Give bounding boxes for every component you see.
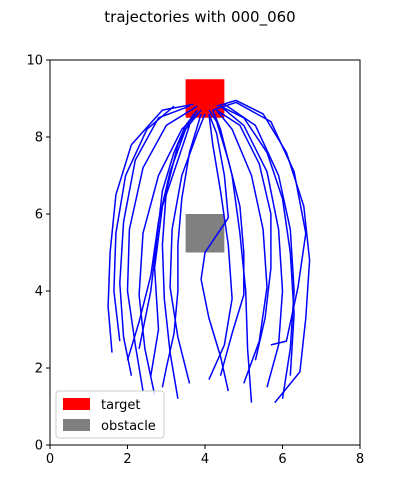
x-tick-label: 6: [278, 452, 286, 467]
trajectory-line-17: [216, 99, 311, 404]
y-tick-label: 2: [35, 362, 43, 377]
trajectory-line-18: [220, 105, 295, 376]
trajectory-line-4: [126, 105, 198, 392]
trajectory-line-22: [216, 109, 272, 361]
trajectory-line-16: [212, 101, 307, 346]
trajectory-line-7: [150, 125, 191, 376]
y-tick-label: 6: [35, 208, 43, 223]
chart-title: trajectories with 000_060: [104, 8, 295, 27]
trajectory-line-12: [212, 109, 253, 403]
legend-target-label: target: [101, 398, 141, 413]
trajectory-line-19: [161, 113, 202, 388]
x-tick-label: 4: [201, 452, 209, 467]
legend-obstacle-label: obstacle: [101, 419, 156, 434]
trajectory-line-2: [107, 103, 194, 353]
y-tick-label: 10: [26, 54, 43, 69]
trajectory-line-10: [208, 113, 233, 380]
legend-obstacle-swatch: [63, 419, 90, 431]
trajectory-line-14: [220, 105, 284, 388]
trajectory-line-20: [208, 109, 245, 376]
x-tick-label: 0: [46, 452, 54, 467]
trajectory-line-11: [200, 113, 230, 392]
trajectory-line-5: [138, 109, 202, 396]
x-tick-label: 2: [123, 452, 131, 467]
legend-target-swatch: [63, 398, 90, 410]
trajectory-line-9: [169, 113, 206, 384]
x-tick-label: 8: [356, 452, 364, 467]
trajectory-line-3: [113, 105, 175, 342]
legend: target obstacle: [55, 390, 165, 439]
plot-area: [50, 60, 360, 445]
y-tick-label: 4: [35, 285, 43, 300]
y-tick-label: 0: [35, 439, 43, 454]
trajectory-line-21: [138, 109, 198, 349]
y-tick-label: 8: [35, 131, 43, 146]
trajectory-line-1: [119, 105, 190, 376]
axes: 0 2 4 6 8 0 2 4 6 8 10: [26, 54, 364, 468]
trajectory-line-15: [223, 103, 295, 399]
